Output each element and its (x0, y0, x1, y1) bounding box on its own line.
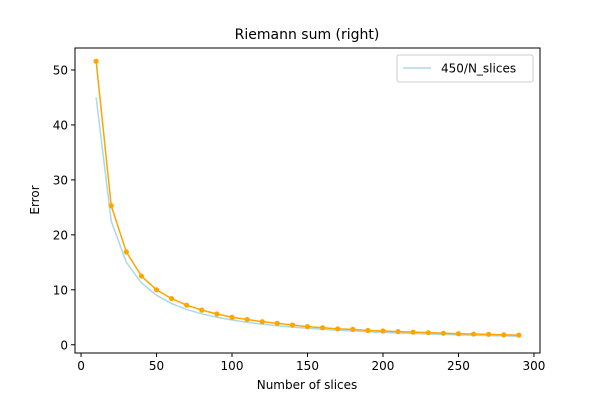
y-tick-label: 0 (60, 338, 68, 352)
legend-box (396, 54, 534, 83)
x-tick-label: 0 (77, 359, 85, 373)
series-layer (93, 58, 522, 338)
y-tick-label: 40 (53, 118, 68, 132)
y-axis: 0 10 20 30 40 50 (53, 63, 75, 352)
data-point-series-2 (184, 302, 190, 308)
chart-title: Riemann sum (right) (235, 27, 380, 43)
data-point-series-2 (229, 314, 235, 320)
legend-label-450-n-slices: 450/N_slices (441, 62, 516, 76)
x-tick-label: 100 (221, 359, 244, 373)
data-point-series-2 (108, 203, 114, 209)
data-point-series-2 (395, 328, 401, 335)
y-tick-label: 50 (53, 63, 68, 77)
data-point-series-2 (425, 330, 431, 336)
x-tick-label: 50 (149, 359, 164, 373)
data-point-series-2 (516, 332, 522, 338)
data-point-series-2 (199, 307, 205, 313)
y-tick-label: 30 (53, 173, 68, 187)
data-point-series-2 (289, 322, 296, 328)
y-axis-label: Error (28, 185, 42, 214)
x-tick-label: 200 (372, 359, 395, 373)
data-point-series-2 (214, 311, 220, 317)
data-point-series-2 (259, 319, 265, 325)
data-point-series-2 (455, 331, 462, 337)
data-point-series-2 (470, 331, 477, 337)
x-tick-label: 150 (296, 359, 319, 373)
data-point-series-2 (486, 331, 492, 337)
data-point-series-2 (380, 328, 386, 334)
data-point-series-2 (153, 287, 160, 293)
data-point-series-2 (123, 249, 129, 255)
y-tick-label: 10 (53, 283, 68, 297)
data-point-series-2 (335, 326, 341, 332)
data-point-series-2 (440, 330, 446, 336)
legend: 450/N_slices (396, 54, 534, 83)
data-point-series-2 (93, 58, 99, 64)
data-point-series-2 (319, 325, 326, 331)
x-axis: 0 50 100 150 200 250 300 (77, 353, 545, 373)
data-point-series-2 (274, 320, 280, 326)
data-point-series-2 (244, 316, 250, 323)
x-tick-label: 300 (523, 359, 546, 373)
data-point-series-2 (410, 329, 416, 335)
x-axis-label: Number of slices (257, 378, 358, 392)
data-point-series-2 (138, 273, 145, 279)
y-tick-label: 20 (53, 228, 68, 242)
data-point-series-2 (350, 326, 356, 332)
data-point-series-2 (169, 295, 175, 302)
data-point-series-2 (501, 332, 507, 338)
data-point-series-2 (365, 327, 371, 334)
data-point-series-2 (304, 324, 311, 330)
x-tick-label: 250 (447, 359, 470, 373)
